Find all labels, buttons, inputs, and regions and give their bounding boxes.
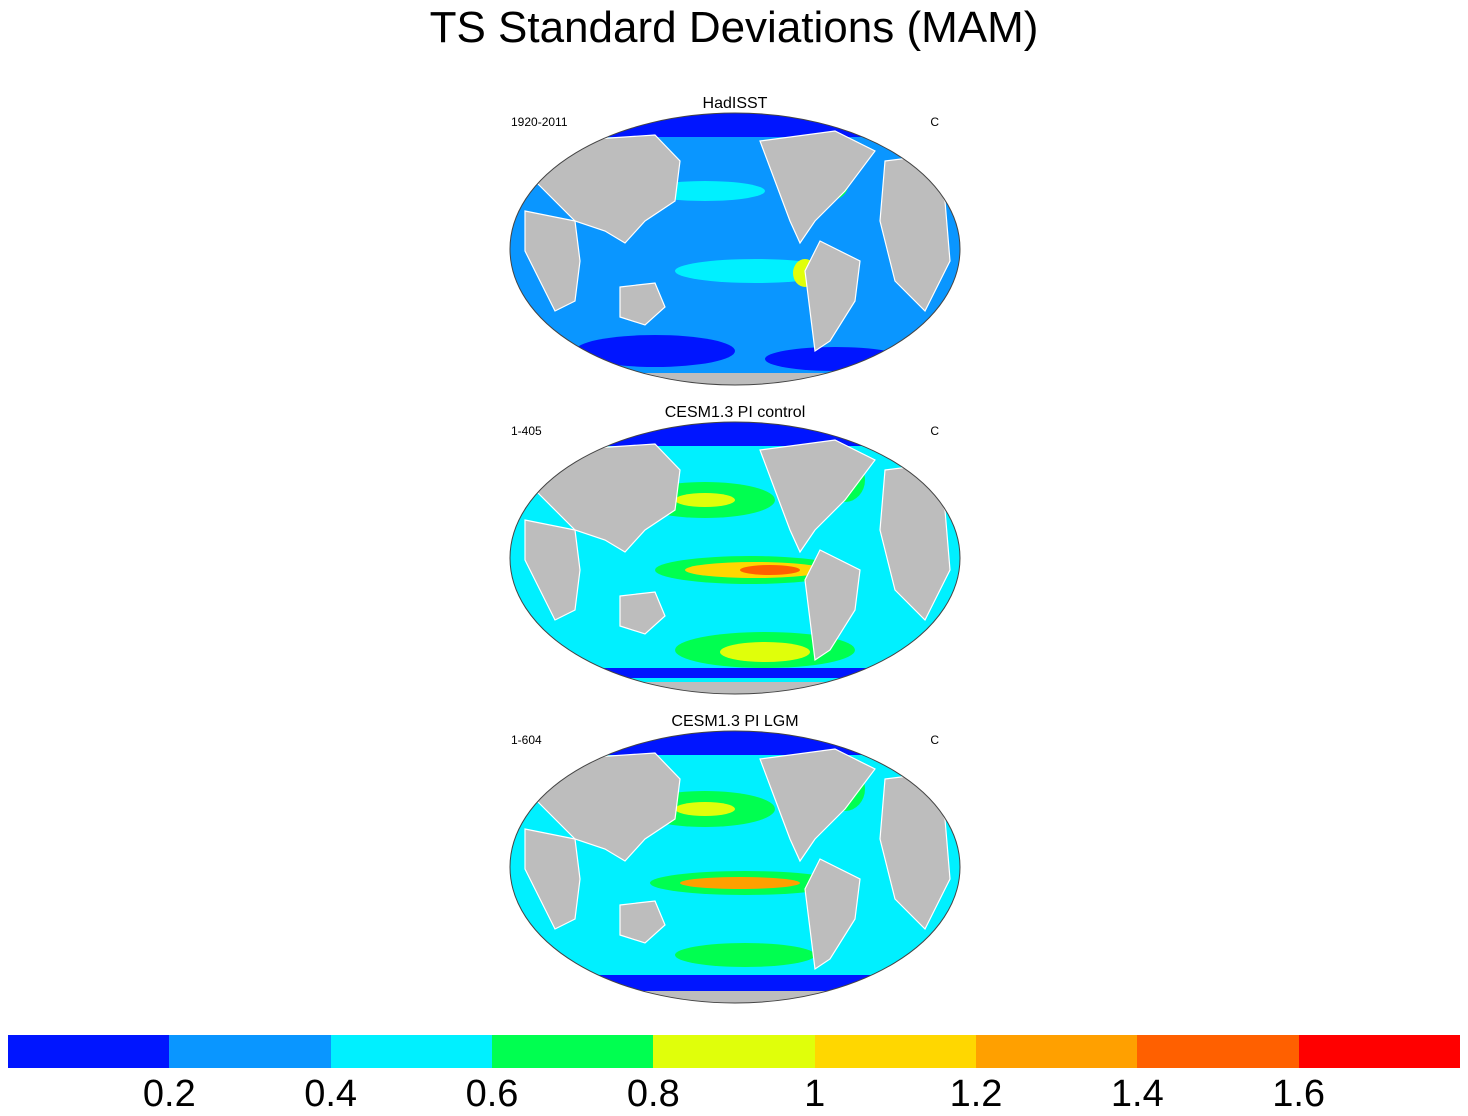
map-outline: [509, 421, 961, 695]
eurasia-land: [534, 134, 681, 244]
map-outline: [509, 730, 961, 1004]
panel-title: HadISST: [702, 95, 768, 112]
north-america-land: [759, 439, 876, 554]
north-america-land: [759, 748, 876, 863]
africa-land: [524, 519, 581, 621]
panel-title: CESM1.3 PI control: [664, 404, 806, 421]
north-america-land: [759, 130, 876, 245]
panel-unit-label: C: [930, 115, 939, 129]
southern-ocean-low: [510, 668, 960, 678]
panel-hadisst: HadISST 1920-2011 C: [505, 95, 965, 395]
panel-unit-label: C: [930, 733, 939, 747]
australia-land: [619, 282, 666, 326]
colorbar-box: [1298, 1035, 1460, 1068]
southern-ocean-high: [720, 642, 810, 662]
colorbar-box: [8, 1035, 170, 1068]
tropical-pacific-peak: [740, 565, 800, 575]
antarctica-land: [510, 682, 960, 694]
south-america-land: [804, 549, 861, 662]
africa-land: [524, 210, 581, 312]
colorbar-box: [1137, 1035, 1299, 1068]
antarctica-land: [510, 373, 960, 385]
colorbar-tick-label: 0.4: [304, 1073, 358, 1115]
world-map-cesm-lgm: [509, 730, 961, 1004]
colorbar-box: [330, 1035, 492, 1068]
colorbar-tick-label: 1.6: [1272, 1073, 1326, 1115]
south-america-land: [804, 858, 861, 971]
tropical-pacific-high: [680, 877, 800, 889]
colorbar: [8, 1035, 1460, 1068]
figure-title: TS Standard Deviations (MAM): [429, 3, 1039, 52]
colorbar-box: [653, 1035, 815, 1068]
colorbar-tick-label: 1.2: [949, 1073, 1003, 1115]
panel-period-label: 1920-2011: [511, 115, 568, 129]
southern-ocean-band: [675, 943, 815, 967]
panel-title: CESM1.3 PI LGM: [671, 713, 799, 730]
panel-cesm-control: CESM1.3 PI control 1-405 C: [505, 404, 965, 704]
map-outline: [509, 112, 961, 386]
panel-period-label: 1-405: [511, 424, 542, 438]
southern-ocean-low: [575, 335, 735, 367]
colorbar-box: [975, 1035, 1138, 1068]
panel-unit-label: C: [930, 424, 939, 438]
eurasia-land: [534, 443, 681, 553]
world-map-hadisst: [509, 112, 961, 386]
colorbar-tick-label: 1: [804, 1073, 826, 1115]
australia-land: [619, 900, 666, 944]
colorbar-labels: 0.2 0.4 0.6 0.8 1 1.2 1.4 1.6: [8, 1074, 1460, 1114]
africa-land: [524, 828, 581, 930]
arctic-band: [510, 422, 960, 446]
world-map-cesm-control: [509, 421, 961, 695]
colorbar-tick-label: 0.8: [626, 1073, 680, 1115]
north-pacific-high: [675, 493, 735, 507]
panel-period-label: 1-604: [511, 733, 542, 747]
antarctica-land: [510, 991, 960, 1003]
colorbar-tick-label: 1.4: [1110, 1073, 1164, 1115]
colorbar-box: [814, 1035, 976, 1068]
colorbar-tick-label: 0.6: [465, 1073, 519, 1115]
colorbar-box: [169, 1035, 331, 1068]
panel-cesm-lgm: CESM1.3 PI LGM 1-604 C: [505, 713, 965, 1013]
colorbar-tick-label: 0.2: [142, 1073, 196, 1115]
eurasia-land: [534, 752, 681, 862]
south-america-land: [804, 240, 861, 353]
colorbar-box: [491, 1035, 654, 1068]
australia-land: [619, 591, 666, 635]
arctic-band: [510, 731, 960, 755]
arctic-band: [510, 113, 960, 137]
north-pacific-high: [675, 802, 735, 816]
